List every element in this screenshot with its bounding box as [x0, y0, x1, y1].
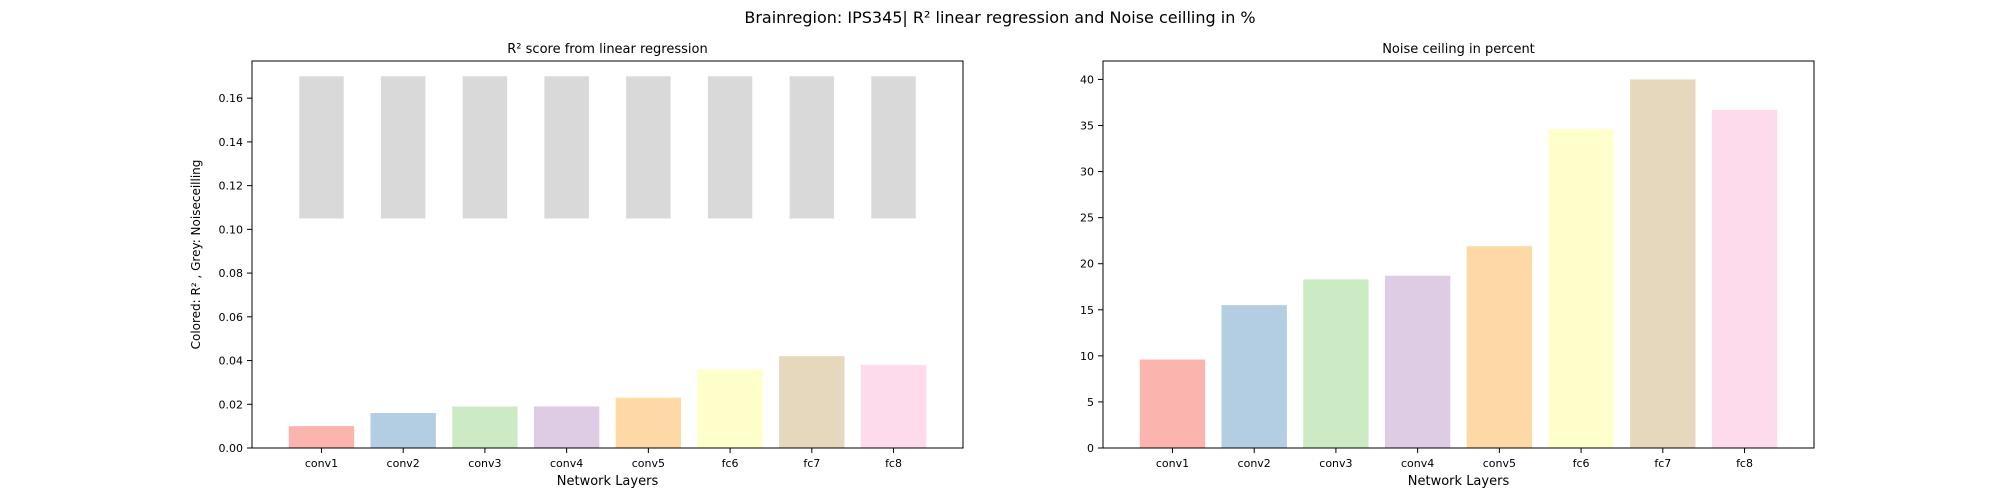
- bar-conv4: [1384, 275, 1451, 448]
- y-tick-label: 0.12: [219, 180, 244, 193]
- noiseceiling-bar-conv4: [544, 76, 589, 219]
- y-tick-label: 25: [1080, 212, 1094, 225]
- r2-chart-panel: 0.00 0.02 0.04 0.06 0.08 0.10 0.12 0.14 0.16 conv…: [189, 42, 964, 489]
- bar-conv5: [615, 397, 682, 448]
- y-tick-label: 15: [1080, 304, 1094, 317]
- x-tick-label: fc8: [885, 457, 902, 470]
- y-tick-label: 0.00: [219, 442, 244, 455]
- figure-suptitle: Brainregion: IPS345| R² linear regressio…: [744, 8, 1255, 27]
- x-tick-label: fc8: [1736, 457, 1753, 470]
- bar-conv5: [1466, 246, 1533, 448]
- x-tick-label: conv5: [1483, 457, 1516, 470]
- chart-title: Noise ceiling in percent: [1382, 42, 1535, 57]
- bar-fc8: [860, 364, 927, 448]
- x-tick-label: fc6: [722, 457, 739, 470]
- bar-fc7: [1630, 79, 1696, 448]
- x-tick-label: conv3: [468, 457, 501, 470]
- y-tick-label: 20: [1080, 258, 1094, 271]
- x-tick-label: conv3: [1319, 457, 1352, 470]
- y-tick-label: 0.02: [219, 398, 244, 411]
- noiseceiling-bar-fc8: [871, 76, 916, 219]
- x-tick-label: conv4: [550, 457, 583, 470]
- bar-conv1: [288, 426, 355, 448]
- x-axis-label: Network Layers: [557, 474, 659, 489]
- chart-title: R² score from linear regression: [507, 42, 707, 57]
- y-tick-label: 5: [1087, 396, 1094, 409]
- y-tick-label: 10: [1080, 350, 1094, 363]
- noiseceiling-bar-conv5: [626, 76, 671, 219]
- y-tick-label: 0.10: [219, 223, 244, 236]
- bar-fc6: [1548, 129, 1614, 448]
- x-tick-label: conv4: [1401, 457, 1434, 470]
- noise-ceiling-chart-panel: 0 5 10 15 20 25 30 35 40 conv1 conv2 conv3 conv4 conv…: [1080, 42, 1815, 489]
- x-tick-label: conv1: [1156, 457, 1189, 470]
- x-tick-label: fc7: [803, 457, 820, 470]
- bar-conv3: [1303, 279, 1369, 448]
- x-tick-label: conv5: [632, 457, 665, 470]
- noiseceiling-bar-fc6: [707, 76, 753, 219]
- y-tick-label: 0.16: [219, 92, 244, 105]
- y-tick-label: 0.08: [219, 267, 244, 280]
- axes-frame: [251, 60, 964, 449]
- bar-conv1: [1139, 359, 1206, 448]
- noiseceiling-bar-conv3: [462, 76, 508, 219]
- x-tick-label: conv2: [1238, 457, 1271, 470]
- y-tick-label: 0: [1087, 442, 1094, 455]
- y-tick-label: 35: [1080, 120, 1094, 133]
- noiseceiling-bar-conv1: [299, 76, 344, 219]
- bar-conv3: [452, 406, 518, 448]
- x-tick-label: fc6: [1573, 457, 1590, 470]
- bar-fc8: [1711, 109, 1778, 448]
- y-tick-label: 30: [1080, 166, 1094, 179]
- axes-frame: [1102, 60, 1815, 449]
- bar-fc6: [697, 369, 763, 448]
- bar-conv2: [1221, 305, 1287, 448]
- bar-conv2: [370, 413, 436, 448]
- y-tick-label: 40: [1080, 73, 1094, 86]
- bar-fc7: [779, 356, 845, 448]
- y-tick-label: 0.06: [219, 311, 244, 324]
- x-tick-label: fc7: [1654, 457, 1671, 470]
- x-axis-label: Network Layers: [1408, 474, 1510, 489]
- noiseceiling-bar-conv2: [380, 76, 426, 219]
- bar-conv4: [533, 406, 600, 448]
- y-tick-label: 0.14: [219, 136, 244, 149]
- y-axis-label: Colored: R² , Grey: Noiseceilling: [189, 160, 203, 350]
- noiseceiling-bar-fc7: [789, 76, 835, 219]
- x-tick-label: conv1: [305, 457, 338, 470]
- x-tick-label: conv2: [387, 457, 420, 470]
- y-tick-label: 0.04: [219, 355, 244, 368]
